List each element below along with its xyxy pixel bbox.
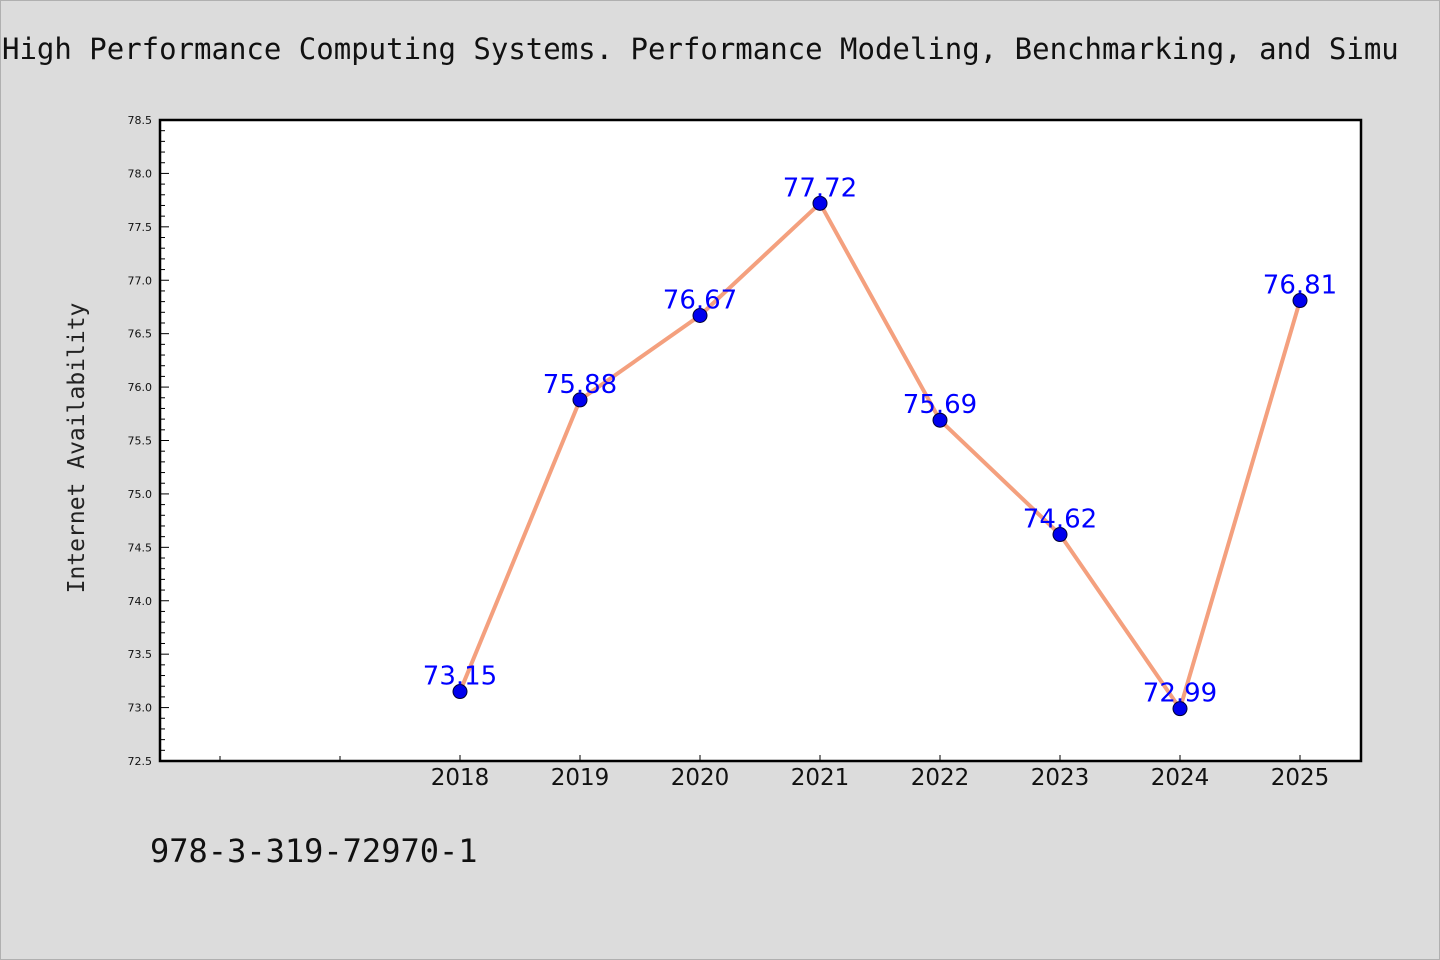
data-label: 75.69 [903, 390, 977, 420]
x-tick-label: 2021 [791, 765, 850, 791]
data-point [572, 392, 588, 408]
series-group [452, 195, 1308, 717]
y-tick-label: 78.5 [128, 114, 153, 127]
data-point [452, 684, 468, 700]
y-axis: 72.5 73.0 73.5 74.0 74.5 75.0 75.5 76.0 76.5 77.0… [128, 114, 169, 768]
data-point [692, 308, 708, 324]
y-tick-label: 72.5 [128, 755, 153, 768]
series-line [458, 201, 1302, 711]
x-tick-label: 2022 [911, 765, 970, 791]
x-tick-label: 2025 [1271, 765, 1330, 791]
data-label: 75.88 [543, 370, 617, 400]
data-label: 74.62 [1023, 505, 1097, 535]
y-tick-label: 76.5 [128, 328, 153, 341]
x-tick-label: 2024 [1151, 765, 1210, 791]
data-point [1052, 527, 1068, 543]
y-tick-label: 75.5 [128, 435, 153, 448]
y-tick-label: 78.0 [128, 167, 153, 180]
x-axis: 2018 2019 2020 2021 2022 2023 2024 2025 [219, 755, 1330, 791]
data-point [812, 195, 828, 211]
y-tick-label: 74.5 [128, 541, 153, 554]
isbn-text: 978-3-319-72970-1 [150, 832, 478, 870]
page-title: High Performance Computing Systems. Perf… [2, 32, 1399, 66]
data-point [1172, 701, 1188, 717]
x-tick-label: 2018 [431, 765, 490, 791]
x-tick-label: 2019 [551, 765, 610, 791]
y-tick-label: 77.0 [128, 274, 153, 287]
data-label: 77.72 [783, 173, 857, 203]
data-label: 72.99 [1143, 679, 1217, 709]
data-label: 73.15 [423, 662, 497, 692]
y-tick-label: 77.5 [128, 221, 153, 234]
data-label: 76.81 [1263, 271, 1337, 301]
y-tick-label: 74.0 [128, 595, 153, 608]
plot-area [158, 118, 1363, 763]
y-tick-label: 76.0 [128, 381, 153, 394]
y-tick-label: 73.0 [128, 702, 153, 715]
data-point [1292, 293, 1308, 309]
x-tick-label: 2020 [671, 765, 730, 791]
data-label: 76.67 [663, 286, 737, 316]
y-tick-label: 73.5 [128, 648, 153, 661]
y-axis-label: Internet Availability [64, 303, 90, 594]
x-tick-label: 2023 [1031, 765, 1090, 791]
data-labels: 73.15 75.88 76.67 77.72 75.69 74.62 72.99 76.81 [423, 173, 1337, 708]
data-point [932, 412, 948, 428]
y-tick-label: 75.0 [128, 488, 153, 501]
